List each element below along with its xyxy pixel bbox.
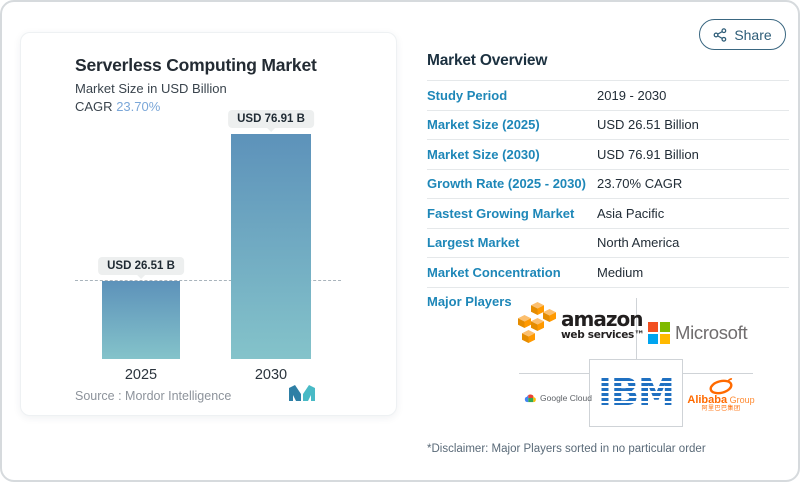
bar-value-label-2025: USD 26.51 B [98,257,184,275]
cagr-label: CAGR [75,99,113,114]
ibm-logo: IBM [589,359,683,427]
major-players-label: Major Players [427,294,512,309]
source-value: Mordor Intelligence [125,389,232,403]
row-label: Market Size (2030) [427,146,540,162]
mordor-intelligence-logo-icon [289,385,315,408]
overview-heading: Market Overview [427,52,548,69]
row-value: USD 26.51 Billion [597,117,699,133]
google-cloud-logo: Google Cloud [524,393,592,403]
row-label: Growth Rate (2025 - 2030) [427,176,586,192]
reference-dashed-line [75,280,341,281]
bar-2025 [102,281,180,359]
aws-wordmark: amazon [561,307,643,331]
share-icon [713,27,727,42]
bar-2030 [231,134,311,359]
logo-grid-vertical-divider [636,298,637,360]
chart-title: Serverless Computing Market [75,55,317,75]
alibaba-wordmark: Alibaba [687,394,728,406]
row-label: Fastest Growing Market [427,205,575,221]
overview-table: Study Period 2019 - 2030 Market Size (20… [427,80,789,288]
aws-wordmark-sub: web services™ [561,329,645,341]
row-value: North America [597,235,680,251]
cagr-line: CAGR 23.70% [75,99,160,114]
row-label: Largest Market [427,235,520,251]
table-row: Largest Market North America [427,229,789,258]
table-row: Growth Rate (2025 - 2030) 23.70% CAGR [427,170,789,199]
share-label: Share [734,26,772,43]
alibaba-mark-icon [707,378,735,395]
amazon-web-services-logo: amazon web services™ [516,302,644,348]
share-button[interactable]: Share [699,19,786,50]
google-cloud-wordmark: Google Cloud [540,393,592,403]
logo-grid-horizontal-divider [519,373,589,374]
table-row: Market Size (2030) USD 76.91 Billion [427,140,789,170]
disclaimer-text: *Disclaimer: Major Players sorted in no … [427,443,706,455]
bar-value-label-2030: USD 76.91 B [228,110,314,128]
chart-subtitle: Market Size in USD Billion [75,81,227,96]
row-value: Medium [597,264,644,280]
row-label: Market Concentration [427,264,561,280]
row-label: Market Size (2025) [427,117,540,133]
x-tick-2025: 2025 [124,367,158,383]
source-label: Source : [75,389,122,403]
google-cloud-icon [524,393,537,403]
logo-grid-horizontal-divider [683,373,753,374]
source-attribution: Source : Mordor Intelligence [75,389,231,403]
row-value: Asia Pacific [597,205,665,221]
ibm-stripes-overlay [598,373,674,413]
market-chart-card: Serverless Computing Market Market Size … [20,32,397,416]
table-row: Study Period 2019 - 2030 [427,81,789,111]
row-value: 23.70% CAGR [597,176,683,192]
alibaba-chinese-text: 阿里巴巴集团 [701,406,741,412]
aws-cubes-icon [516,302,558,348]
table-row: Market Concentration Medium [427,258,789,288]
row-value: 2019 - 2030 [597,87,667,103]
microsoft-squares-icon [648,322,670,344]
table-row: Market Size (2025) USD 26.51 Billion [427,111,789,140]
alibaba-group-logo: Alibaba Group 阿里巴巴集团 [686,378,756,413]
alibaba-group-word: Group [727,395,755,405]
cagr-value: 23.70% [116,99,161,114]
row-value: USD 76.91 Billion [597,146,699,162]
row-label: Study Period [427,87,508,103]
microsoft-logo: Microsoft [648,322,748,344]
microsoft-wordmark: Microsoft [675,322,748,343]
x-tick-2030: 2030 [254,367,288,383]
table-row: Fastest Growing Market Asia Pacific [427,199,789,229]
